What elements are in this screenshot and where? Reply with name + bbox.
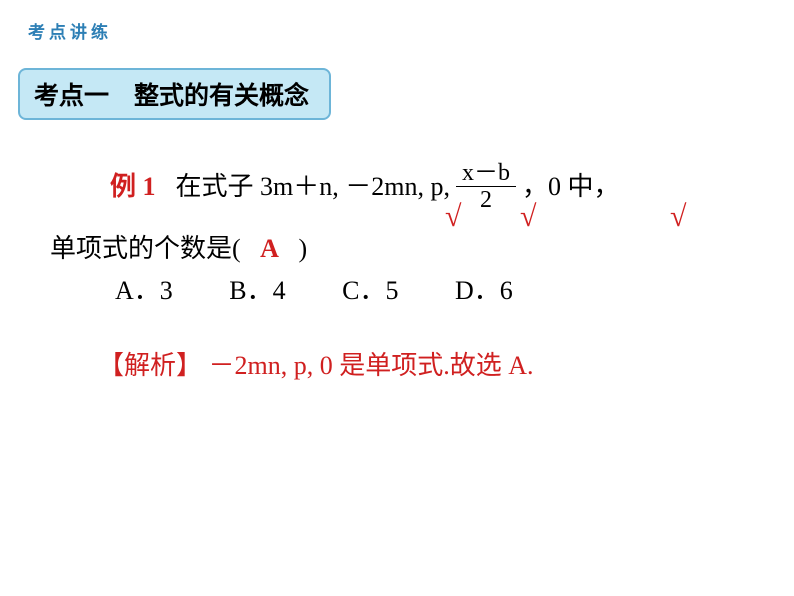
topic-title-box: 考点一 整式的有关概念: [18, 68, 331, 120]
analysis-label: 【解析】: [98, 351, 202, 380]
checkmark-icon: √: [670, 200, 686, 234]
checkmark-icon: √: [520, 200, 536, 234]
section-header: 考点讲练: [28, 18, 112, 43]
fraction-numerator: x－b: [456, 160, 516, 187]
question-suffix: ): [298, 234, 307, 263]
answer-letter: A: [247, 234, 292, 263]
checkmark-icon: √: [445, 200, 461, 234]
analysis-text: －2mn, p, 0 是单项式.故选 A.: [209, 351, 534, 380]
option-a: A．3: [115, 276, 173, 305]
option-c: C．5: [342, 276, 398, 305]
question-prefix: 单项式的个数是(: [50, 234, 241, 263]
checkmarks-row: √ √ √: [50, 200, 750, 230]
analysis-block: 【解析】 －2mn, p, 0 是单项式.故选 A.: [98, 345, 534, 382]
options-row: A．3 B．4 C．5 D．6: [115, 270, 563, 307]
option-b: B．4: [229, 276, 285, 305]
option-d: D．6: [455, 276, 513, 305]
question-line: 单项式的个数是( A ): [50, 228, 307, 265]
